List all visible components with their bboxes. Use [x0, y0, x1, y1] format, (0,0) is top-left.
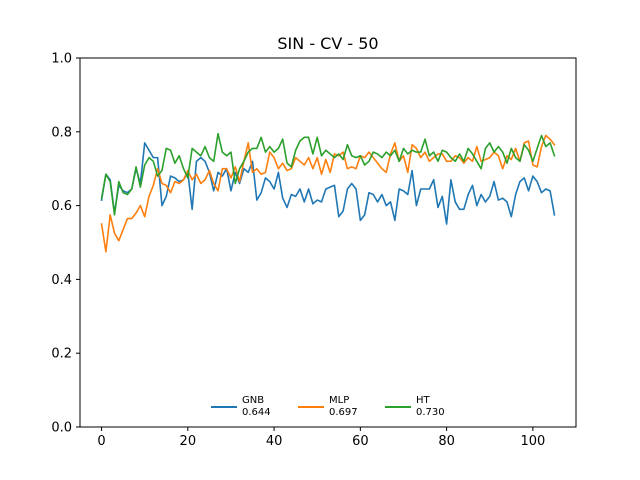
x-tick-label: 80: [438, 434, 455, 449]
x-tick-label: 0: [97, 434, 105, 449]
legend-label-mlp: MLP: [329, 395, 349, 406]
series-line-mlp: [100, 134, 556, 253]
y-tick-label: 0.2: [51, 347, 72, 362]
legend-value-mlp: 0.697: [329, 407, 358, 418]
legend-label-gnb: GNB: [242, 395, 264, 406]
chart-title: SIN - CV - 50: [277, 34, 378, 53]
legend-label-ht: HT: [416, 395, 431, 406]
series-line-gnb: [100, 142, 556, 225]
series-layer: [100, 132, 556, 253]
plot-frame: [79, 57, 577, 428]
x-tick-label: 60: [352, 434, 369, 449]
x-tick-label: 100: [520, 434, 545, 449]
series-line-ht: [100, 132, 556, 216]
y-tick-label: 1.0: [51, 52, 72, 67]
y-tick-label: 0.8: [51, 125, 72, 140]
x-tick-label: 40: [266, 434, 283, 449]
y-tick-label: 0.4: [51, 273, 72, 288]
legend-value-ht: 0.730: [416, 407, 445, 418]
y-tick-label: 0.6: [51, 199, 72, 214]
axes-layer: 0 20 40 60 80 100 0.0 0.2 0.4 0.6 0.8 1.0: [51, 52, 545, 450]
y-tick-label: 0.0: [51, 421, 72, 436]
x-tick-label: 20: [180, 434, 197, 449]
legend-value-gnb: 0.644: [242, 407, 271, 418]
